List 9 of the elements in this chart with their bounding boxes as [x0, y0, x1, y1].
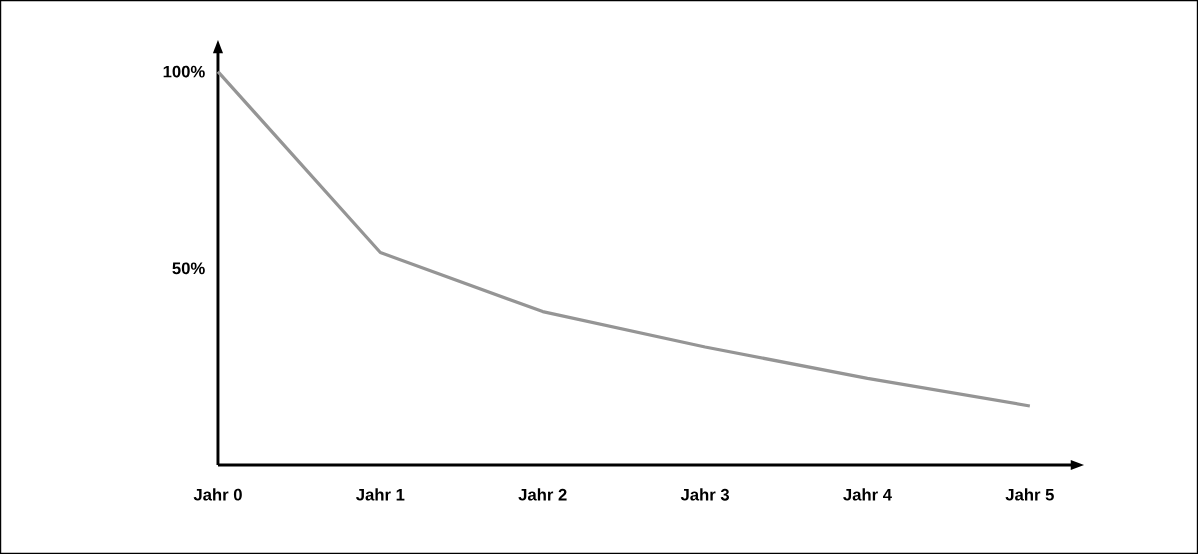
x-tick-label: Jahr 2: [518, 488, 567, 501]
y-tick-label: 50%: [172, 262, 205, 275]
y-tick-label: 100%: [163, 65, 205, 78]
x-tick-label: Jahr 5: [1005, 488, 1054, 501]
x-tick-label: Jahr 3: [680, 488, 730, 501]
line-series: [216, 70, 1032, 408]
x-tick-label: Jahr 0: [193, 488, 242, 501]
x-tick-label: Jahr 1: [356, 488, 405, 501]
x-tick-label: Jahr 4: [843, 488, 892, 501]
